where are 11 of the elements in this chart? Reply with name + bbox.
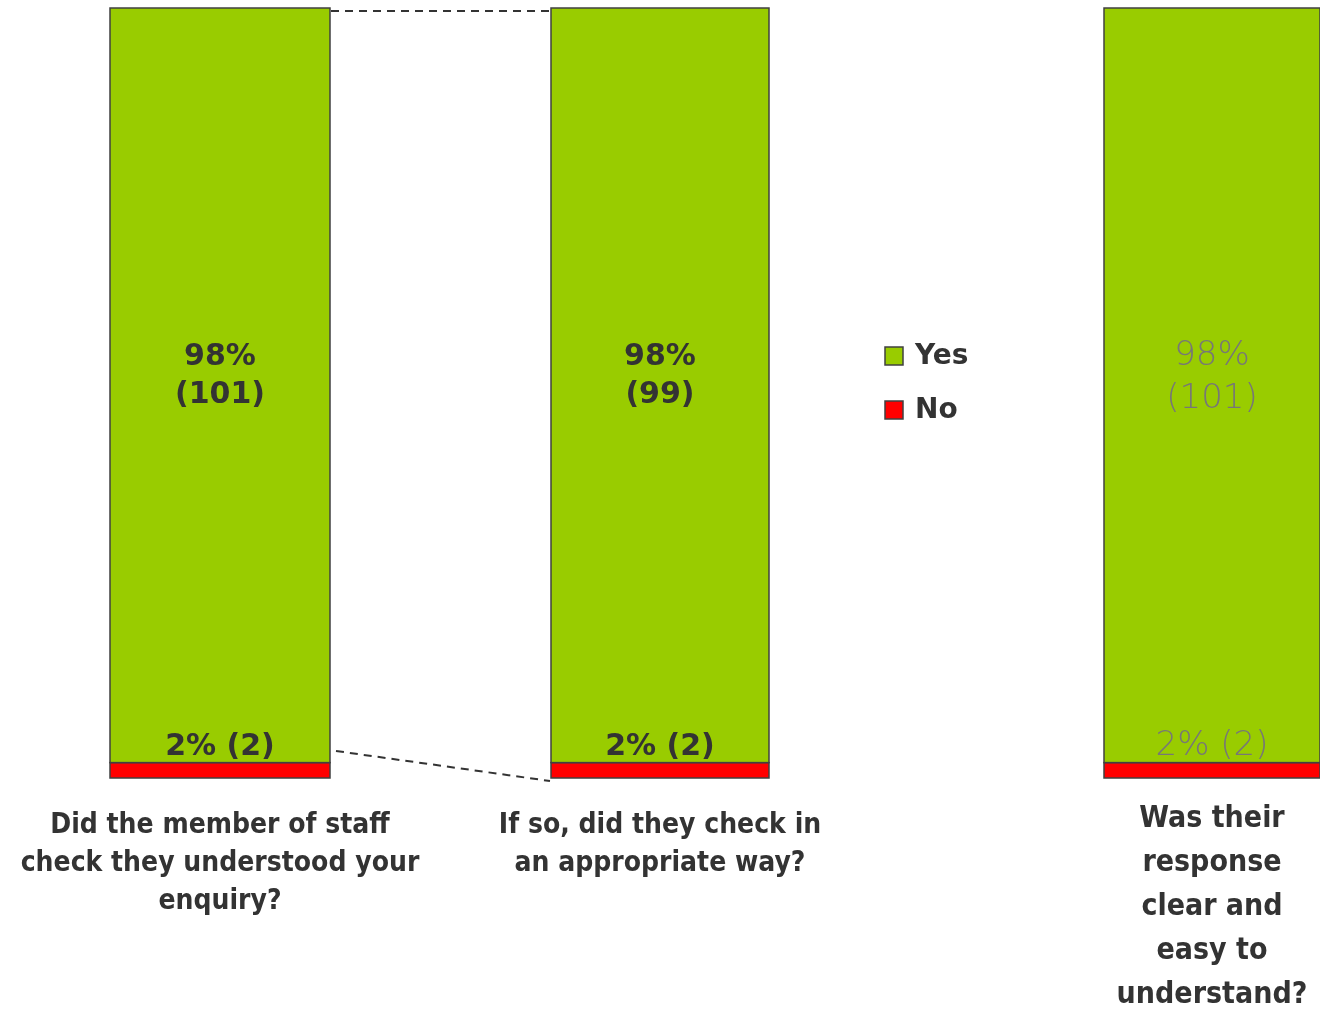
data-label: 98% (101) (174, 337, 266, 410)
x-tick-label: If so, did they check in an appropriate way? (498, 807, 822, 878)
data-label: 2% (2) (165, 726, 275, 762)
data-label: 2% (2) (1155, 722, 1269, 763)
data-label: 98% (99) (624, 337, 696, 410)
data-label: 2% (2) (605, 726, 715, 762)
x-tick-label: Was their response clear and easy to understand? (1116, 798, 1308, 1010)
x-tick-label: Did the member of staff check they understood your enquiry? (20, 807, 420, 916)
legend-label: No (915, 392, 958, 425)
legend-label: Yes (914, 338, 969, 371)
data-label: 98% (101) (1166, 333, 1258, 416)
